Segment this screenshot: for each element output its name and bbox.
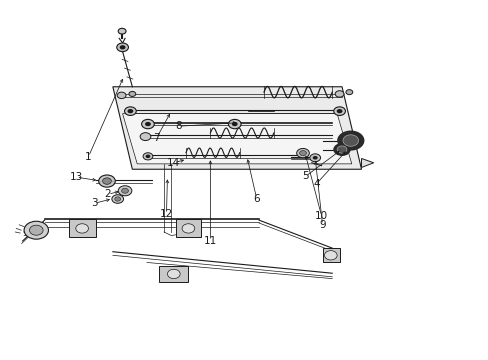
- Circle shape: [299, 150, 306, 156]
- Text: 10: 10: [314, 211, 327, 221]
- Circle shape: [127, 109, 133, 113]
- Text: 2: 2: [104, 189, 111, 199]
- Circle shape: [115, 197, 121, 201]
- Circle shape: [129, 91, 136, 96]
- Text: 3: 3: [91, 198, 98, 208]
- Circle shape: [336, 131, 364, 150]
- Circle shape: [182, 224, 194, 233]
- Circle shape: [117, 92, 126, 99]
- Circle shape: [29, 225, 43, 235]
- Circle shape: [333, 107, 345, 116]
- Circle shape: [145, 154, 150, 158]
- Circle shape: [336, 109, 342, 113]
- Text: 5: 5: [302, 171, 308, 181]
- Polygon shape: [176, 220, 200, 237]
- Circle shape: [140, 133, 151, 140]
- Text: 11: 11: [203, 236, 217, 246]
- Circle shape: [76, 224, 88, 233]
- Circle shape: [296, 148, 309, 158]
- Circle shape: [120, 45, 125, 49]
- Circle shape: [228, 120, 241, 129]
- Polygon shape: [69, 220, 96, 237]
- Circle shape: [231, 122, 237, 126]
- Circle shape: [145, 122, 151, 126]
- Text: 14: 14: [167, 158, 180, 168]
- Circle shape: [167, 269, 180, 279]
- Polygon shape: [122, 114, 351, 164]
- Circle shape: [102, 178, 111, 184]
- Circle shape: [142, 120, 154, 129]
- Polygon shape: [159, 266, 188, 282]
- Text: 6: 6: [253, 194, 260, 204]
- Circle shape: [118, 186, 132, 196]
- Text: 12: 12: [160, 209, 173, 219]
- Circle shape: [332, 143, 350, 156]
- Text: 9: 9: [319, 220, 325, 230]
- Text: 1: 1: [85, 152, 92, 162]
- Text: 13: 13: [69, 172, 83, 182]
- Circle shape: [334, 91, 343, 97]
- Polygon shape: [361, 158, 373, 167]
- Circle shape: [345, 90, 352, 95]
- Circle shape: [342, 135, 358, 146]
- Circle shape: [117, 43, 128, 51]
- Circle shape: [309, 154, 320, 162]
- Text: 8: 8: [175, 121, 182, 131]
- Circle shape: [99, 175, 115, 187]
- Circle shape: [324, 251, 336, 260]
- Circle shape: [336, 146, 346, 153]
- Circle shape: [312, 156, 317, 159]
- Text: 7: 7: [153, 133, 160, 143]
- Circle shape: [24, 221, 48, 239]
- Circle shape: [124, 107, 136, 116]
- Circle shape: [143, 153, 153, 160]
- Circle shape: [118, 28, 126, 34]
- Text: 4: 4: [313, 179, 319, 189]
- Polygon shape: [113, 87, 361, 169]
- Polygon shape: [322, 248, 339, 262]
- Circle shape: [122, 188, 128, 193]
- Circle shape: [112, 195, 123, 203]
